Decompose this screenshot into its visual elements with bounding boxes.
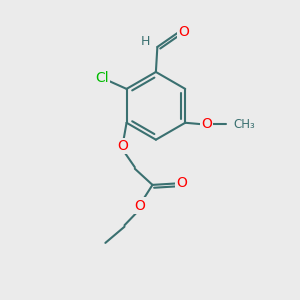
Text: O: O (178, 25, 189, 39)
Text: Cl: Cl (95, 71, 109, 85)
Text: O: O (201, 117, 212, 131)
Text: H: H (140, 35, 150, 48)
Text: CH₃: CH₃ (233, 118, 255, 131)
Text: O: O (134, 199, 145, 212)
Text: O: O (176, 176, 188, 190)
Text: O: O (118, 139, 128, 153)
